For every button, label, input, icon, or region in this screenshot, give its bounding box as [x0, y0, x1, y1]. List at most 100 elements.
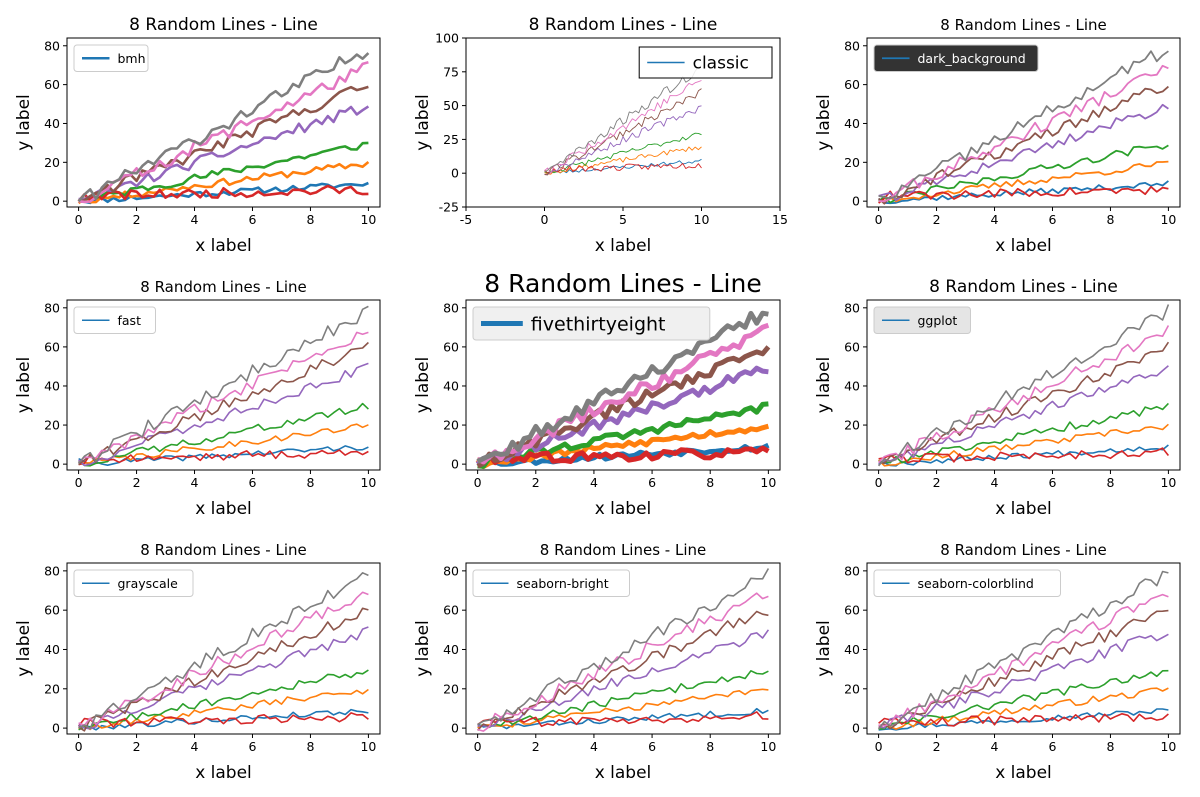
x-tick-label: 15: [772, 212, 788, 227]
legend: fast: [73, 306, 156, 334]
y-tick-label: 100: [435, 31, 459, 46]
x-tick-label: 10: [1160, 739, 1176, 754]
y-tick-label: 80: [44, 563, 60, 578]
series-line-5: [78, 362, 369, 467]
y-tick-label: 40: [844, 642, 860, 657]
series-group: [544, 65, 702, 176]
subplot-8: 0 2 4 6 8 10 0 20 40 60 80 8 Random Lines - Line x l…: [413, 541, 781, 783]
x-tick-label: 8: [1106, 739, 1114, 754]
series-group: [877, 570, 1169, 731]
chart-title: 8 Random Lines - Line: [484, 269, 761, 298]
series-line-8: [877, 304, 1170, 467]
y-tick-label: 0: [52, 457, 60, 472]
y-tick-label: 20: [443, 681, 459, 696]
series-line-8: [78, 571, 369, 730]
x-tick-label: 2: [532, 739, 540, 754]
series-group: [77, 571, 369, 732]
y-tick-label: 0: [852, 457, 860, 472]
legend-box: [73, 306, 156, 334]
series-line-5: [878, 365, 1169, 466]
y-tick-label: 60: [844, 77, 860, 92]
legend-label: classic: [693, 54, 749, 74]
legend-box: [873, 569, 1061, 597]
series-line-1: [78, 708, 369, 731]
y-tick-label: 80: [44, 300, 60, 315]
series-line-4: [544, 162, 702, 174]
series-line-2: [544, 146, 702, 175]
legend-label: fivethirtyeight: [531, 313, 666, 335]
subplot-7: 0 2 4 6 8 10 0 20 40 60 80 8 Random Lines - Line x l…: [14, 541, 381, 783]
series-line-5: [878, 633, 1169, 729]
series-line-6: [877, 85, 1169, 205]
legend: ggplot: [873, 306, 971, 334]
series-line-6: [78, 607, 369, 732]
x-tick-label: 0: [474, 475, 482, 490]
series-line-7: [78, 61, 369, 204]
x-tick-label: 0: [75, 212, 83, 227]
series-line-3: [544, 132, 702, 174]
series-line-8: [878, 50, 1169, 200]
x-tick-label: 4: [590, 739, 598, 754]
subplot-2: -5 0 5 10 15 -25 0 25 50 75 100 8 Random Lines - Li…: [413, 15, 788, 256]
x-tick-label: 10: [760, 739, 776, 754]
chart-title: 8 Random Lines - Line: [940, 541, 1106, 559]
x-tick-label: -5: [460, 212, 472, 227]
y-tick-label: 60: [443, 339, 459, 354]
y-tick-label: 20: [844, 681, 860, 696]
series-line-8: [476, 310, 769, 464]
x-tick-label: 4: [191, 739, 199, 754]
series-line-1: [878, 180, 1169, 205]
x-tick-label: 0: [875, 212, 883, 227]
legend-label: dark_background: [918, 51, 1026, 66]
series-line-2: [477, 688, 769, 729]
x-tick-label: 8: [1106, 212, 1114, 227]
x-tick-label: 8: [306, 212, 314, 227]
legend: classic: [638, 46, 773, 79]
series-line-3: [78, 669, 369, 731]
axes-frame: [66, 37, 381, 208]
y-tick-label: 40: [44, 116, 60, 131]
series-line-6: [477, 610, 769, 731]
series-line-3: [78, 141, 369, 203]
chart-title: 8 Random Lines - Line: [129, 15, 318, 35]
x-tick-label: 5: [619, 212, 627, 227]
legend-box: [873, 44, 1039, 72]
series-line-4: [77, 184, 369, 202]
series-line-3: [78, 402, 369, 467]
series-group: [475, 310, 771, 469]
series-line-5: [78, 105, 370, 201]
legend: dark_background: [873, 44, 1039, 72]
y-tick-label: 0: [852, 721, 860, 736]
series-line-4: [878, 712, 1169, 727]
x-axis-label: x label: [195, 763, 252, 783]
series-line-1: [78, 445, 369, 467]
axes-frame: [66, 299, 381, 471]
y-tick-label: 80: [844, 38, 860, 53]
x-tick-label: 8: [706, 739, 714, 754]
y-tick-label: 40: [44, 378, 60, 393]
series-line-8: [544, 65, 702, 173]
series-line-4: [878, 447, 1170, 464]
y-axis-label: y label: [814, 620, 834, 677]
legend-label: seaborn-colorblind: [918, 576, 1034, 591]
legend-box: [472, 306, 711, 341]
y-tick-label: 40: [443, 642, 459, 657]
series-line-6: [78, 341, 369, 466]
y-tick-label: 0: [451, 166, 459, 181]
x-tick-label: 10: [694, 212, 710, 227]
y-tick-label: 20: [443, 418, 459, 433]
y-tick-label: 20: [44, 418, 60, 433]
legend-box: [873, 306, 971, 334]
series-line-7: [878, 593, 1169, 727]
y-tick-label: 80: [844, 563, 860, 578]
x-tick-label: 0: [474, 739, 482, 754]
legend-label: ggplot: [918, 313, 958, 328]
y-tick-label: 20: [44, 681, 60, 696]
series-line-4: [77, 712, 369, 728]
y-axis-label: y label: [814, 94, 834, 151]
subplot-4: 0 2 4 6 8 10 0 20 40 60 80 8 Random Lines - Line x l…: [14, 278, 381, 519]
y-tick-label: 40: [44, 642, 60, 657]
y-tick-label: 20: [844, 155, 860, 170]
y-tick-label: 60: [443, 603, 459, 618]
x-tick-label: 0: [75, 475, 83, 490]
